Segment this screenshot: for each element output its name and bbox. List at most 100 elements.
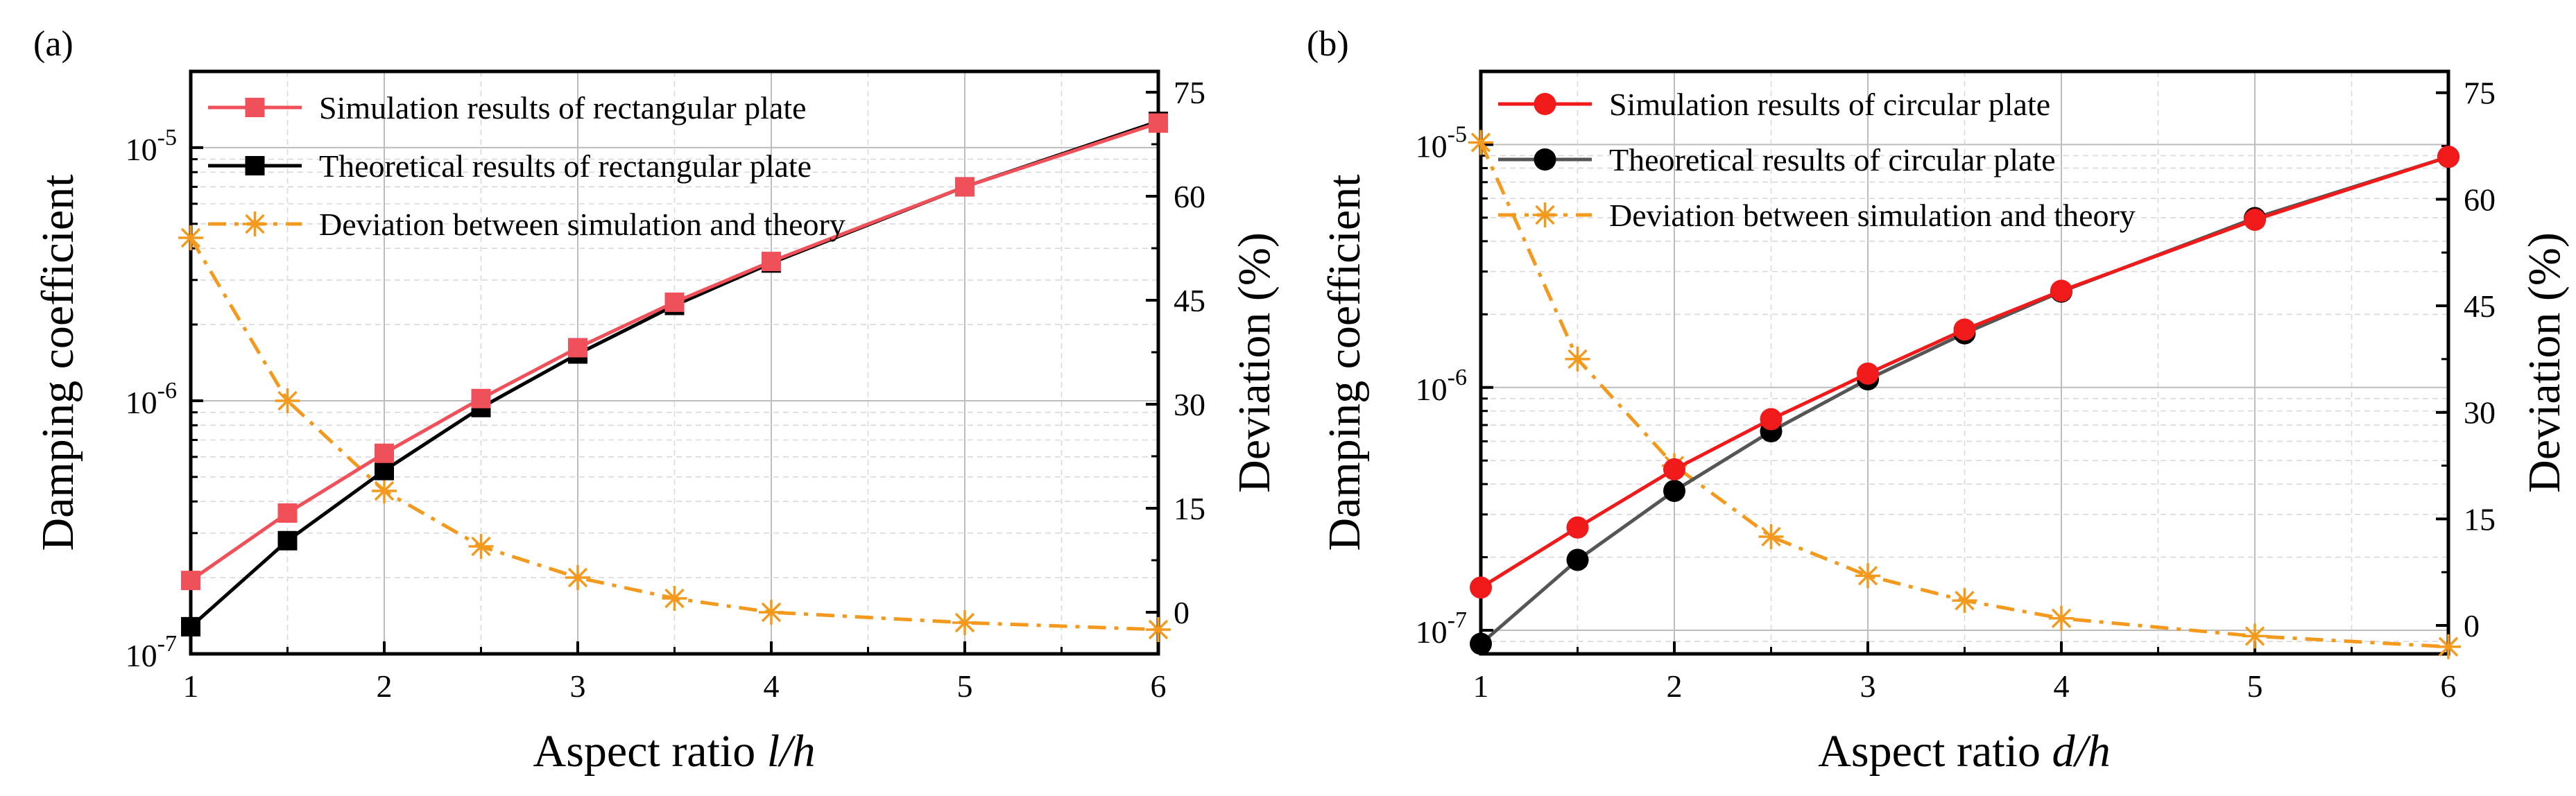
data-point-asterisk [662,586,687,611]
y2-tick-label: 75 [2464,76,2496,111]
asterisk-stroke [1761,526,1781,547]
asterisk-stroke [277,390,298,411]
data-point-asterisk [1855,563,1880,589]
data-point-asterisk [759,600,784,625]
x-axis-label: Aspect ratio l/h [533,726,816,777]
panel-label: (b) [1307,24,1349,64]
data-point-square [1149,113,1168,133]
legend: Simulation results of rectangular plate T… [208,90,845,242]
data-point-square [375,460,394,481]
y-tick-label: 10-6 [126,378,177,420]
legend: Simulation results of circular plate Theo… [1498,87,2136,233]
x-tick-label: 6 [1151,668,1167,704]
data-point-square [375,443,394,463]
asterisk-stroke [374,481,395,501]
asterisk-stroke [761,602,782,623]
legend-entry: Deviation between simulation and theory [1609,198,2136,233]
asterisk-stroke [2051,608,2072,628]
panel-label: (a) [33,24,74,64]
y2-tick-label: 45 [2464,288,2496,324]
data-point-asterisk [1532,202,1558,227]
data-point-circle [1470,632,1492,655]
data-point-circle [1534,148,1556,171]
data-point-asterisk [952,610,977,635]
asterisk-stroke [1535,205,1555,225]
x-tick-label: 1 [1473,668,1489,704]
asterisk-stroke [180,227,201,248]
x-tick-label: 3 [570,668,586,704]
data-point-asterisk [178,225,203,250]
legend-entry: Simulation results of rectangular plate [319,90,807,126]
x-tick-label: 3 [1860,668,1876,704]
data-point-asterisk [1758,524,1784,549]
y2-tick-label: 15 [2464,501,2496,537]
data-point-square [277,503,298,523]
y-tick-label: 10-5 [126,125,177,167]
x-tick-label: 2 [377,668,393,704]
x-tick-label: 5 [2247,668,2263,704]
data-point-circle [1470,576,1492,599]
x-tick-label: 6 [2441,668,2457,704]
data-point-square [245,156,265,175]
data-point-asterisk [242,211,268,236]
data-point-circle [1566,516,1589,539]
data-point-asterisk [468,534,494,559]
y2-tick-label: 0 [2464,608,2480,643]
series-line [1479,141,2449,649]
data-point-asterisk [372,478,397,503]
data-point-asterisk [2049,605,2074,631]
asterisk-stroke [2244,626,2265,646]
y-tick-label: 10-5 [1416,121,1467,164]
data-point-circle [1760,408,1783,431]
y2-axis-label: Deviation (%) [1229,232,1280,493]
asterisk-stroke [664,588,685,609]
data-point-asterisk [1468,130,1493,155]
x-tick-label: 2 [1667,668,1683,704]
asterisk-stroke [245,214,265,234]
asterisk-stroke [1568,349,1588,370]
x-tick-label: 4 [2054,668,2070,704]
data-point-circle [1857,362,1879,385]
data-point-square [181,616,200,637]
asterisk-stroke [1857,566,1878,586]
asterisk-stroke [1470,132,1491,153]
series-0 [181,113,1168,591]
data-point-circle [1534,93,1556,115]
data-point-asterisk [565,565,590,590]
asterisk-stroke [1148,619,1169,640]
x-tick-label: 5 [957,668,973,704]
y2-tick-label: 60 [1174,179,1205,214]
asterisk-stroke [2438,637,2459,657]
y2-tick-label: 75 [1174,75,1205,110]
data-point-circle [2050,279,2072,302]
data-point-circle [1663,479,1685,502]
data-point-square [181,571,200,591]
y2-tick-label: 45 [1174,283,1205,318]
data-point-circle [1566,548,1589,571]
data-point-square [955,177,974,197]
legend-entry: Simulation results of circular plate [1609,87,2050,122]
data-point-square [762,252,781,272]
legend-entry: Deviation between simulation and theory [319,207,845,242]
series-0 [1470,146,2459,599]
data-point-circle [2437,146,2459,168]
y2-tick-label: 15 [1174,491,1205,526]
y-axis-label: Damping coefficient [33,174,83,551]
data-point-asterisk [275,388,300,413]
data-point-asterisk [2436,634,2461,659]
data-point-circle [1953,318,1976,341]
x-axis-label: Aspect ratio d/h [1818,726,2111,777]
data-point-circle [1663,458,1685,481]
legend-entry: Theoretical results of rectangular plate [319,148,812,184]
y-tick-label: 10-7 [126,631,177,673]
asterisk-stroke [954,612,975,633]
data-point-asterisk [2242,623,2267,649]
x-tick-label: 1 [183,668,199,704]
legend-entry: Theoretical results of circular plate [1609,142,2056,178]
y2-tick-label: 30 [2464,395,2496,431]
asterisk-stroke [567,567,588,588]
data-point-square [568,338,587,358]
data-point-circle [2244,208,2266,231]
